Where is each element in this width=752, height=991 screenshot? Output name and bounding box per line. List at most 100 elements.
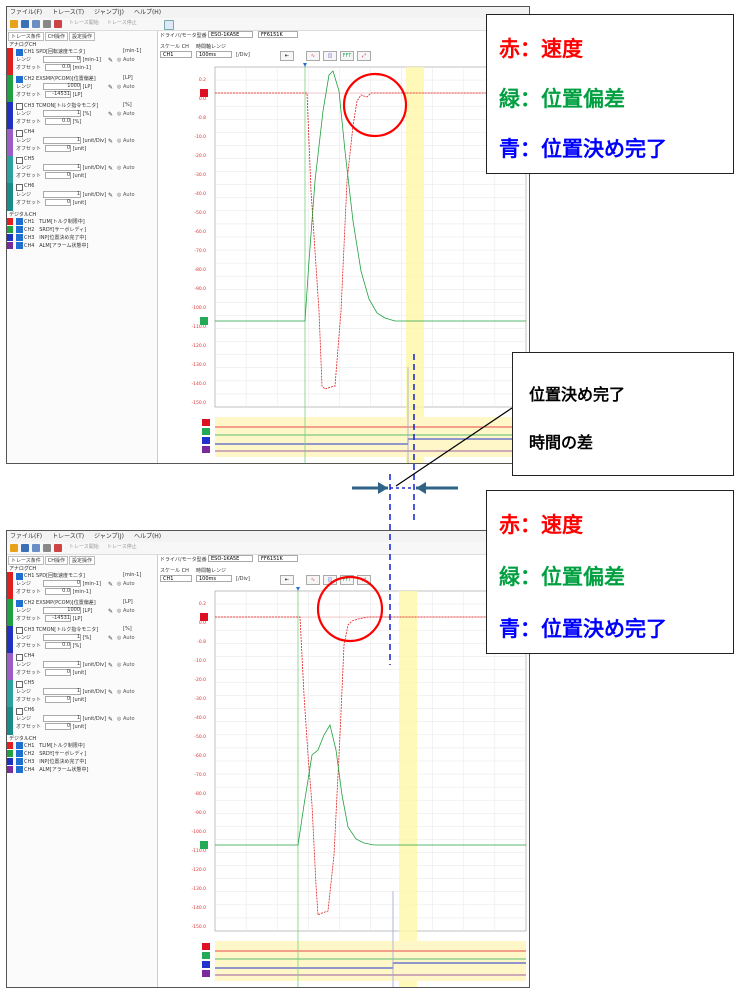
stop-trace-button[interactable]: トレース停止: [107, 20, 137, 26]
range-field[interactable]: 1: [43, 661, 82, 668]
digital-marker[interactable]: [202, 961, 210, 968]
channel-marker[interactable]: [200, 841, 208, 849]
menu-trace[interactable]: トレース(T): [52, 533, 85, 540]
time-axis-select[interactable]: 100ms: [196, 51, 232, 58]
pencil-icon[interactable]: ✎: [108, 192, 114, 199]
open-icon[interactable]: [10, 544, 18, 552]
range-field[interactable]: 1: [43, 688, 82, 695]
auto-button[interactable]: ◎ Auto: [117, 165, 135, 171]
channel-checkbox[interactable]: [16, 758, 23, 765]
pencil-icon[interactable]: ✎: [108, 581, 114, 588]
start-trace-button[interactable]: トレース開始: [69, 20, 99, 26]
pencil-icon[interactable]: ✎: [108, 138, 114, 145]
save-icon[interactable]: [21, 544, 29, 552]
channel-checkbox[interactable]: [16, 103, 23, 110]
tab-ch-operation[interactable]: CH操作: [44, 32, 69, 41]
channel-marker[interactable]: [200, 613, 208, 621]
pencil-icon[interactable]: ✎: [108, 635, 114, 642]
offset-field[interactable]: 0.0: [45, 118, 72, 125]
tab-setting-operation[interactable]: 設定操作: [69, 556, 96, 565]
trace-plot[interactable]: 0.2 0.0 -0.8 -10.0 -20.0 -30.0 -40.0 -50.0 -60.0…: [158, 555, 529, 987]
range-field[interactable]: 1: [43, 164, 82, 171]
settings-icon[interactable]: [54, 20, 62, 28]
pencil-icon[interactable]: ✎: [108, 84, 114, 91]
channel-checkbox[interactable]: [16, 76, 23, 83]
menu-file[interactable]: ファイル(F): [10, 9, 43, 16]
channel-checkbox[interactable]: [16, 766, 23, 773]
chart-button[interactable]: ⤢: [357, 51, 371, 61]
digital-marker[interactable]: [202, 419, 210, 426]
digital-marker[interactable]: [202, 952, 210, 959]
channel-checkbox[interactable]: [16, 681, 23, 688]
scale-select[interactable]: CH1: [160, 575, 192, 582]
offset-field[interactable]: 0: [45, 172, 72, 179]
auto-button[interactable]: ◎ Auto: [117, 138, 135, 144]
pencil-icon[interactable]: ✎: [108, 111, 114, 118]
digital-marker[interactable]: [202, 428, 210, 435]
auto-button[interactable]: ◎ Auto: [117, 635, 135, 641]
print-icon[interactable]: [43, 544, 51, 552]
digital-marker[interactable]: [202, 437, 210, 444]
range-field[interactable]: 1: [43, 191, 82, 198]
save-icon[interactable]: [21, 20, 29, 28]
pencil-icon[interactable]: ✎: [108, 716, 114, 723]
channel-checkbox[interactable]: [16, 157, 23, 164]
menu-help[interactable]: ヘルプ(H): [133, 533, 162, 540]
auto-button[interactable]: ◎ Auto: [117, 581, 135, 587]
split-button[interactable]: ◫: [323, 51, 337, 61]
menu-jump[interactable]: ジャンプ(J): [94, 533, 125, 540]
pencil-icon[interactable]: ✎: [108, 165, 114, 172]
channel-marker[interactable]: [200, 89, 208, 97]
offset-field[interactable]: -14531: [45, 91, 72, 98]
pencil-icon[interactable]: ✎: [108, 57, 114, 64]
start-trace-button[interactable]: トレース開始: [69, 544, 99, 550]
channel-checkbox[interactable]: [16, 573, 23, 580]
auto-button[interactable]: ◎ Auto: [117, 662, 135, 668]
tab-trace-condition[interactable]: トレース条件: [8, 556, 44, 565]
auto-button[interactable]: ◎ Auto: [117, 57, 135, 63]
auto-button[interactable]: ◎ Auto: [117, 716, 135, 722]
pencil-icon[interactable]: ✎: [108, 608, 114, 615]
range-field[interactable]: 1: [43, 634, 82, 641]
menu-trace[interactable]: トレース(T): [52, 9, 85, 16]
offset-field[interactable]: 0: [45, 696, 72, 703]
window-icon[interactable]: [164, 20, 174, 30]
channel-checkbox[interactable]: [16, 742, 23, 749]
channel-checkbox[interactable]: [16, 750, 23, 757]
trigger-marker[interactable]: [303, 63, 307, 67]
offset-field[interactable]: 0: [45, 145, 72, 152]
scale-select[interactable]: CH1: [160, 51, 192, 58]
fft-button[interactable]: FFT: [340, 51, 354, 61]
digital-marker[interactable]: [202, 943, 210, 950]
range-field[interactable]: 0: [43, 580, 82, 587]
offset-field[interactable]: 0: [45, 723, 72, 730]
range-field[interactable]: 0: [43, 56, 82, 63]
export-icon[interactable]: [32, 20, 40, 28]
export-icon[interactable]: [32, 544, 40, 552]
range-field[interactable]: 1000: [43, 607, 82, 614]
trigger-marker[interactable]: [296, 587, 300, 591]
tab-ch-operation[interactable]: CH操作: [44, 556, 69, 565]
settings-icon[interactable]: [54, 544, 62, 552]
open-icon[interactable]: [10, 20, 18, 28]
channel-checkbox[interactable]: [16, 708, 23, 715]
channel-checkbox[interactable]: [16, 654, 23, 661]
offset-field[interactable]: -14531: [45, 615, 72, 622]
cursor-button[interactable]: ⇤: [280, 51, 294, 61]
auto-button[interactable]: ◎ Auto: [117, 608, 135, 614]
pencil-icon[interactable]: ✎: [108, 689, 114, 696]
offset-field[interactable]: 0.0: [45, 642, 72, 649]
channel-marker[interactable]: [200, 317, 208, 325]
auto-button[interactable]: ◎ Auto: [117, 192, 135, 198]
offset-field[interactable]: 0: [45, 199, 72, 206]
range-field[interactable]: 1: [43, 137, 82, 144]
channel-checkbox[interactable]: [16, 600, 23, 607]
menu-help[interactable]: ヘルプ(H): [133, 9, 162, 16]
channel-checkbox[interactable]: [16, 49, 23, 56]
auto-button[interactable]: ◎ Auto: [117, 84, 135, 90]
menu-file[interactable]: ファイル(F): [10, 533, 43, 540]
channel-checkbox[interactable]: [16, 627, 23, 634]
auto-button[interactable]: ◎ Auto: [117, 111, 135, 117]
channel-checkbox[interactable]: [16, 184, 23, 191]
stop-trace-button[interactable]: トレース停止: [107, 544, 137, 550]
